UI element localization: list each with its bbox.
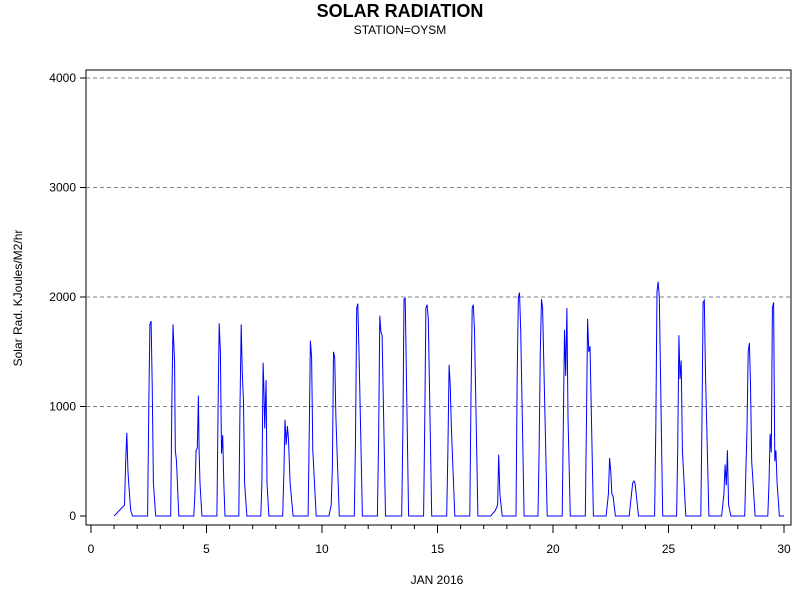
x-tick-label: 0	[88, 542, 95, 556]
x-axis: 0 5 10 15 20 25 30	[88, 525, 791, 556]
y-tick-label: 4000	[49, 71, 76, 85]
y-axis: 0 1000 2000 3000 4000	[49, 71, 86, 523]
y-tick-label: 2000	[49, 290, 76, 304]
gridlines	[86, 77, 791, 407]
y-tick-label: 0	[69, 509, 76, 523]
series-line	[113, 281, 784, 517]
x-tick-label: 5	[203, 542, 210, 556]
y-axis-label: Solar Rad. KJoules/M2/hr	[11, 229, 25, 367]
x-tick-label: 10	[315, 542, 329, 556]
x-axis-label: JAN 2016	[410, 573, 464, 587]
x-tick-label: 30	[777, 542, 791, 556]
y-tick-label: 1000	[49, 400, 76, 414]
x-tick-label: 25	[662, 542, 676, 556]
chart-title: SOLAR RADIATION	[316, 1, 484, 21]
x-tick-label: 20	[546, 542, 560, 556]
x-tick-label: 15	[431, 542, 445, 556]
chart-subtitle: STATION=OYSM	[353, 23, 447, 37]
y-tick-label: 3000	[49, 181, 76, 195]
